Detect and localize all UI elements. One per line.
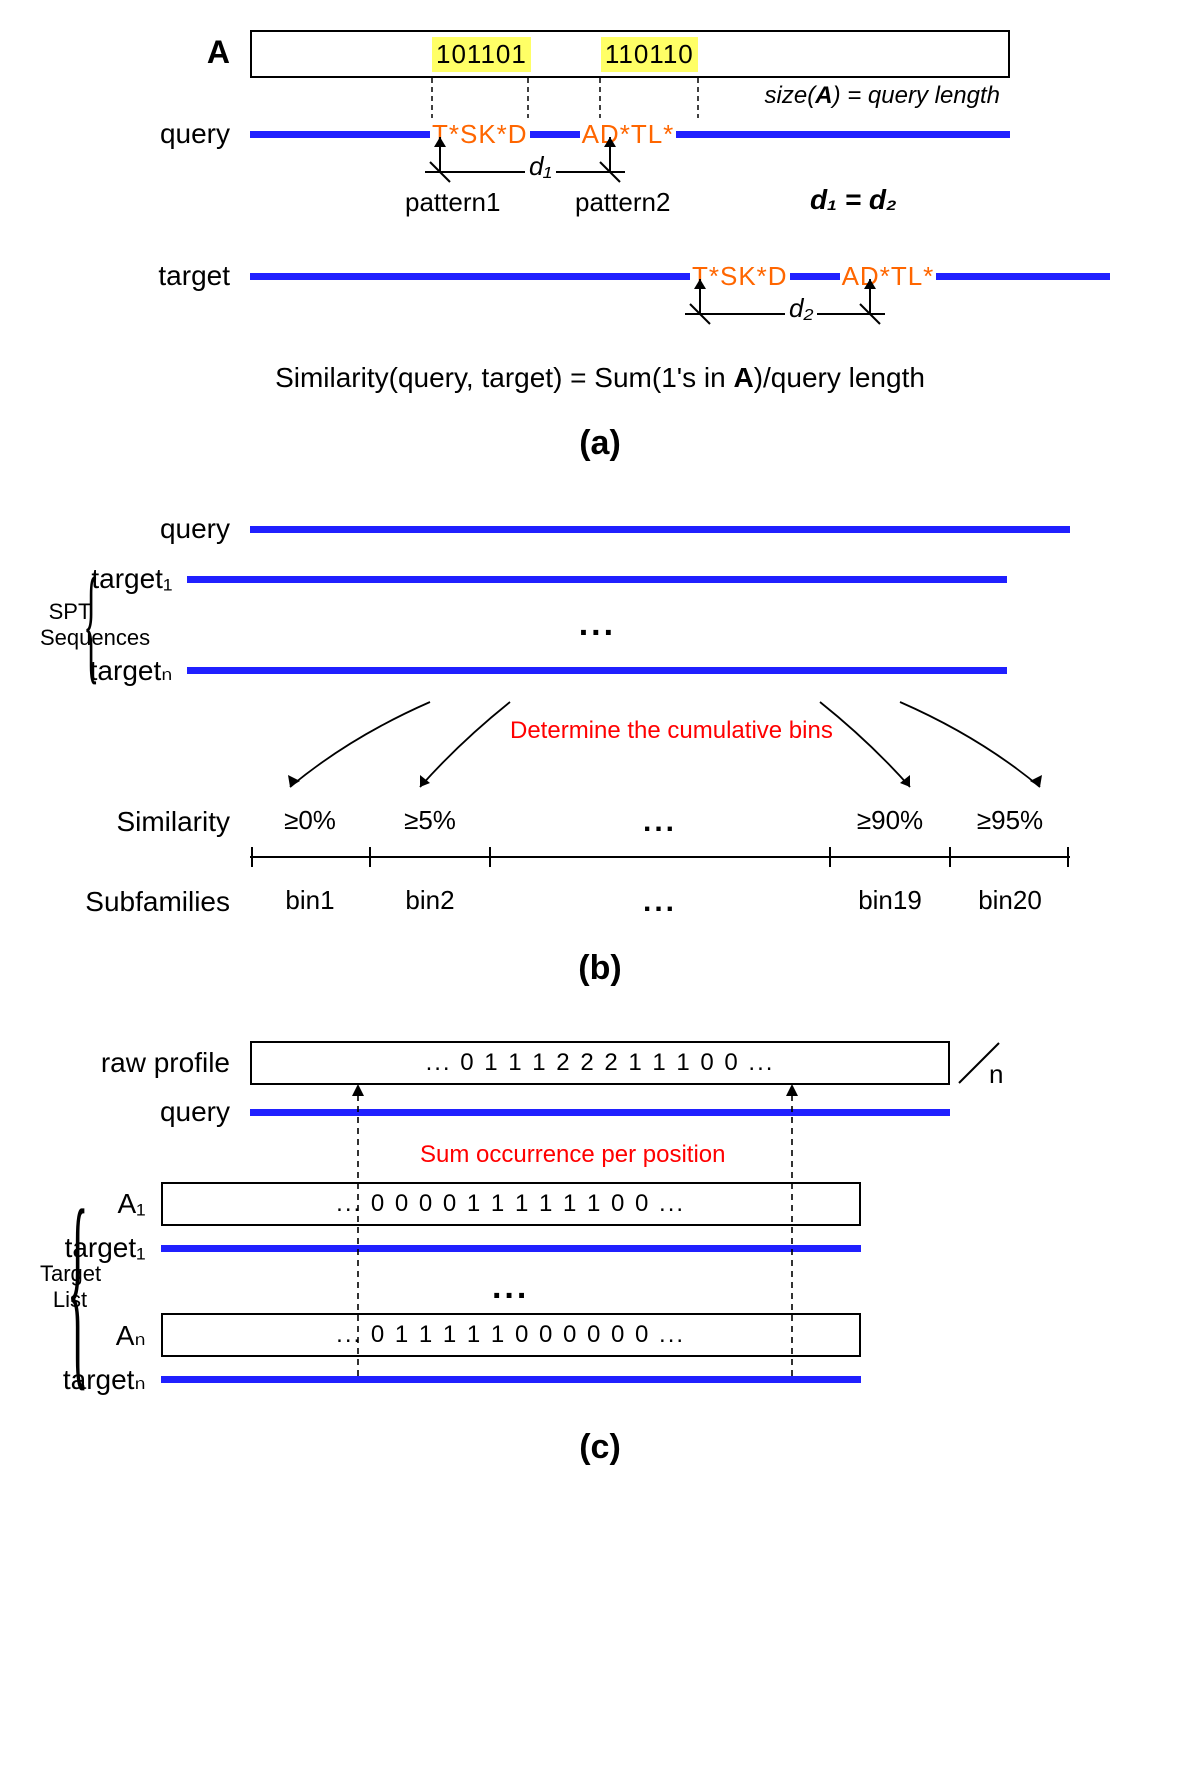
bin-1: bin2 (370, 885, 490, 919)
target1-line-c (161, 1245, 861, 1252)
dots-c: ... (161, 1268, 861, 1307)
bins-caption: Determine the cumulative bins (510, 717, 833, 745)
panel-c-label: (c) (40, 1428, 1160, 1467)
panel-a: A 101101 110110 size(A) = query length q… (40, 30, 1160, 463)
bin-0: bin1 (250, 885, 370, 919)
bin-3: bin20 (950, 885, 1070, 919)
bit-right: 110110 (601, 37, 698, 72)
sum-caption: Sum occurrence per position (420, 1141, 725, 1169)
div-n: n (954, 1038, 1014, 1088)
bin-2: bin19 (830, 885, 950, 919)
raw-profile-values: ... 0 1 1 1 2 2 2 1 1 1 0 0 ... (426, 1049, 775, 1077)
pattern1-label: pattern1 (405, 187, 500, 218)
a-label: A (207, 34, 230, 70)
sim-3: ≥95% (950, 805, 1070, 839)
target1-line-b (187, 576, 1007, 583)
sim-0: ≥0% (250, 805, 370, 839)
bit-left: 101101 (432, 37, 531, 72)
subfamilies-label: Subfamilies (40, 886, 250, 918)
dots-b2: ... (490, 805, 830, 839)
query-label-a: query (40, 118, 250, 150)
pattern2-label: pattern2 (575, 187, 670, 218)
a1-values: ... 0 0 0 0 1 1 1 1 1 1 0 0 ... (336, 1190, 685, 1218)
bin-axis (250, 847, 1070, 877)
similarity-formula: Similarity(query, target) = Sum(1's in A… (40, 362, 1160, 394)
an-values: ... 0 1 1 1 1 1 0 0 0 0 0 0 ... (336, 1321, 685, 1349)
targetn-line-c (161, 1376, 861, 1383)
dots-b3: ... (490, 885, 830, 919)
dots-b1: ... (187, 605, 1007, 644)
panel-c: raw profile ... 0 1 1 1 2 2 2 1 1 1 0 0 … (40, 1038, 1160, 1467)
panel-a-label: (a) (40, 424, 1160, 463)
d-equality: d₁ = d₂ (810, 184, 897, 216)
panel-b: query SPT Sequences { target₁ ... target… (40, 513, 1160, 988)
target-label-a: target (40, 260, 250, 292)
bin-arrows (250, 697, 1070, 797)
d2-label: d₂ (785, 293, 817, 324)
targetn-line-b (187, 667, 1007, 674)
query-label-b: query (40, 513, 250, 545)
d1-label: d₁ (525, 151, 556, 182)
query-line-c (250, 1109, 950, 1116)
sim-2: ≥90% (830, 805, 950, 839)
raw-profile-label: raw profile (40, 1047, 250, 1079)
sim-1: ≥5% (370, 805, 490, 839)
svg-text:n: n (989, 1059, 1003, 1088)
query-line-b (250, 526, 1070, 533)
query-label-c: query (40, 1096, 250, 1128)
similarity-label: Similarity (40, 806, 250, 838)
panel-b-label: (b) (40, 949, 1160, 988)
